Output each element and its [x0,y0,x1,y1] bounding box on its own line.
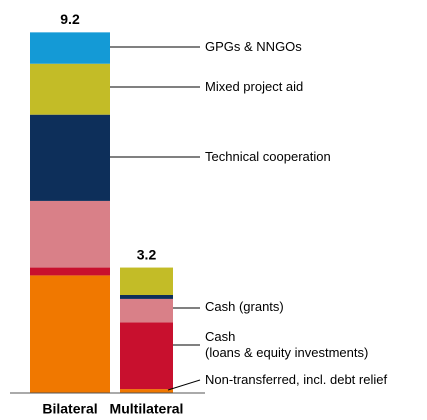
bar-segment [30,267,110,276]
legend-label: Non-transferred, incl. debt relief [205,372,388,387]
bar-segment [120,267,173,295]
bar-segment [30,275,110,393]
legend-label: Technical cooperation [205,149,331,164]
bar-segment [120,322,173,390]
bar-segment [30,63,110,115]
total-label: 3.2 [137,246,157,262]
bar-segment [120,295,173,299]
legend-label: Cash (loans & equity investments) [205,329,369,360]
total-label: 9.2 [60,11,80,27]
bar-segment [120,298,173,323]
legend-label: Mixed project aid [205,79,304,94]
category-label: Bilateral [42,401,97,417]
legend-label: GPGs & NNGOs [205,39,302,54]
bar-segment [30,200,110,268]
legend-label: Cash (grants) [205,299,284,314]
bar-segment [30,114,110,201]
bar-segment [30,32,110,64]
category-label: Multilateral [110,401,184,417]
bar-segment [120,389,173,393]
leader-line [167,379,201,391]
